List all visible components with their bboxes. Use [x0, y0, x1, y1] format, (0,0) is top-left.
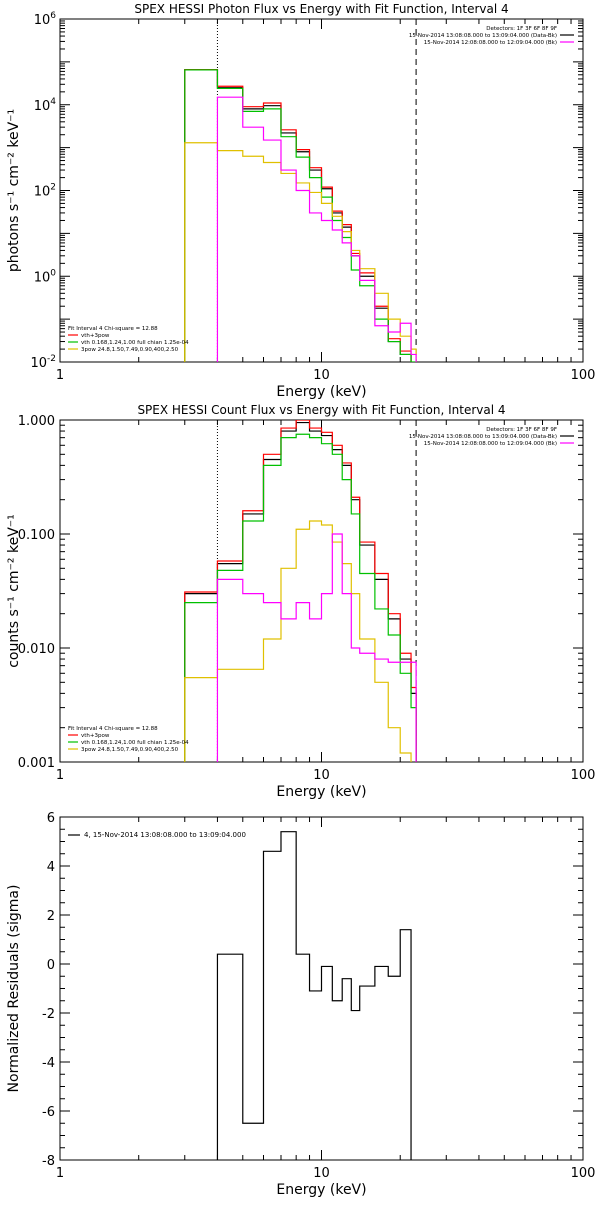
y-tick-base: 10 [30, 356, 47, 371]
y-tick-exp: 4 [50, 97, 56, 107]
y-tick-label: 10-2 [30, 354, 56, 371]
legend-entry: 15-Nov-2014 12:08:08.000 to 12:09:04.000… [424, 40, 557, 46]
series-line-5 [216, 96, 417, 362]
series-line-1 [216, 831, 412, 1160]
legend-entry: 3pow 24.8,1.50,7.49,0.90,400,2.50 [81, 347, 179, 353]
legend-entry: Fit Interval 4 Chi-square = 12.88 [68, 726, 158, 732]
y-axis-label: photons s⁻¹ cm⁻² keV⁻¹ [6, 109, 22, 272]
x-tick-label: 100 [571, 368, 596, 383]
y-tick-label: 102 [34, 183, 56, 200]
y-axis-label: Normalized Residuals (sigma) [6, 885, 22, 1093]
y-tick-label: 1.000 [18, 414, 55, 429]
series-line-2 [184, 420, 417, 762]
legend-entry: 15-Nov-2014 13:08:08.000 to 13:09:04.000… [409, 434, 557, 440]
series-group [184, 69, 417, 362]
x-tick-label: 10 [313, 1166, 330, 1181]
x-tick-label: 10 [313, 368, 330, 383]
legend-entry: Detectors: 1F 3F 6F 8F 9F [486, 26, 557, 32]
y-tick-label: 0.010 [18, 642, 55, 657]
y-tick-label: -4 [42, 1056, 55, 1071]
y-tick-exp: 0 [50, 268, 56, 278]
series-line-3 [184, 433, 417, 762]
legend-entry: Fit Interval 4 Chi-square = 12.88 [68, 326, 158, 332]
legend-entry: vth+3pow [81, 333, 110, 339]
chart-title: SPEX HESSI Count Flux vs Energy with Fit… [137, 403, 505, 417]
series-line-1 [184, 69, 412, 362]
legend-entry: Detectors: 1F 3F 6F 8F 9F [486, 427, 557, 433]
legend-entry: 15-Nov-2014 12:08:08.000 to 12:09:04.000… [424, 441, 557, 447]
x-axis-label: Energy (keV) [276, 784, 366, 800]
x-tick-label: 100 [571, 1166, 596, 1181]
legend-entry: vth+3pow [81, 733, 110, 739]
legend-entry: 15-Nov-2014 13:08:08.000 to 13:09:04.000… [409, 33, 557, 39]
x-tick-label: 10 [313, 768, 330, 783]
x-tick-label: 1 [56, 1166, 64, 1181]
y-tick-label: -2 [42, 1007, 55, 1022]
series-line-3 [184, 69, 417, 362]
legend-entry: vth 0.168,1.24,1.00 full chian 1.25e-04 [81, 340, 189, 346]
series-line-5 [216, 533, 417, 762]
series-group [216, 831, 412, 1160]
series-line-1 [184, 421, 417, 762]
y-axis-label: counts s⁻¹ cm⁻² keV⁻¹ [6, 514, 22, 668]
y-tick-label: -8 [42, 1154, 55, 1169]
y-tick-exp: 2 [50, 183, 56, 193]
x-axis-label: Energy (keV) [276, 384, 366, 400]
y-tick-exp: 6 [50, 11, 56, 21]
y-tick-label: 0.001 [18, 756, 55, 771]
x-axis-label: Energy (keV) [276, 1182, 366, 1198]
x-tick-label: 1 [56, 368, 64, 383]
series-line-4 [184, 142, 417, 362]
y-tick-label: 2 [47, 909, 55, 924]
y-tick-label: 106 [34, 11, 57, 28]
series-line-4 [184, 520, 412, 762]
y-tick-label: 104 [34, 97, 57, 114]
y-tick-base: 10 [34, 270, 51, 285]
chart-panel-1: SPEX HESSI Photon Flux vs Energy with Fi… [6, 2, 595, 400]
y-tick-label: -6 [42, 1105, 55, 1120]
x-tick-label: 1 [56, 768, 64, 783]
legend-entry: 4, 15-Nov-2014 13:08:08.000 to 13:09:04.… [84, 831, 246, 839]
x-tick-label: 100 [571, 768, 596, 783]
y-tick-label: 6 [47, 811, 55, 826]
chart-panel-2: SPEX HESSI Count Flux vs Energy with Fit… [6, 403, 595, 800]
chart-panel-3: 1 10 100 Energy (keV) -8 -6 -4 -2 0 2 4 6 Normalized… [6, 811, 596, 1198]
y-tick-base: 10 [34, 99, 51, 114]
y-tick-label: 0.100 [18, 528, 55, 543]
legend-entry: vth 0.168,1.24,1.00 full chian 1.25e-04 [81, 740, 189, 746]
y-tick-label: 4 [47, 860, 55, 875]
series-group [184, 420, 417, 762]
plot-frame [59, 419, 584, 763]
series-line-2 [184, 69, 412, 362]
y-tick-label: 0 [47, 958, 55, 973]
chart-title: SPEX HESSI Photon Flux vs Energy with Fi… [134, 2, 508, 16]
y-tick-label: 100 [34, 268, 57, 285]
y-tick-base: 10 [34, 13, 51, 28]
y-tick-base: 10 [34, 185, 51, 200]
y-tick-exp: -2 [47, 354, 56, 364]
legend-entry: 3pow 24.8,1.50,7.49,0.90,400,2.50 [81, 747, 179, 753]
